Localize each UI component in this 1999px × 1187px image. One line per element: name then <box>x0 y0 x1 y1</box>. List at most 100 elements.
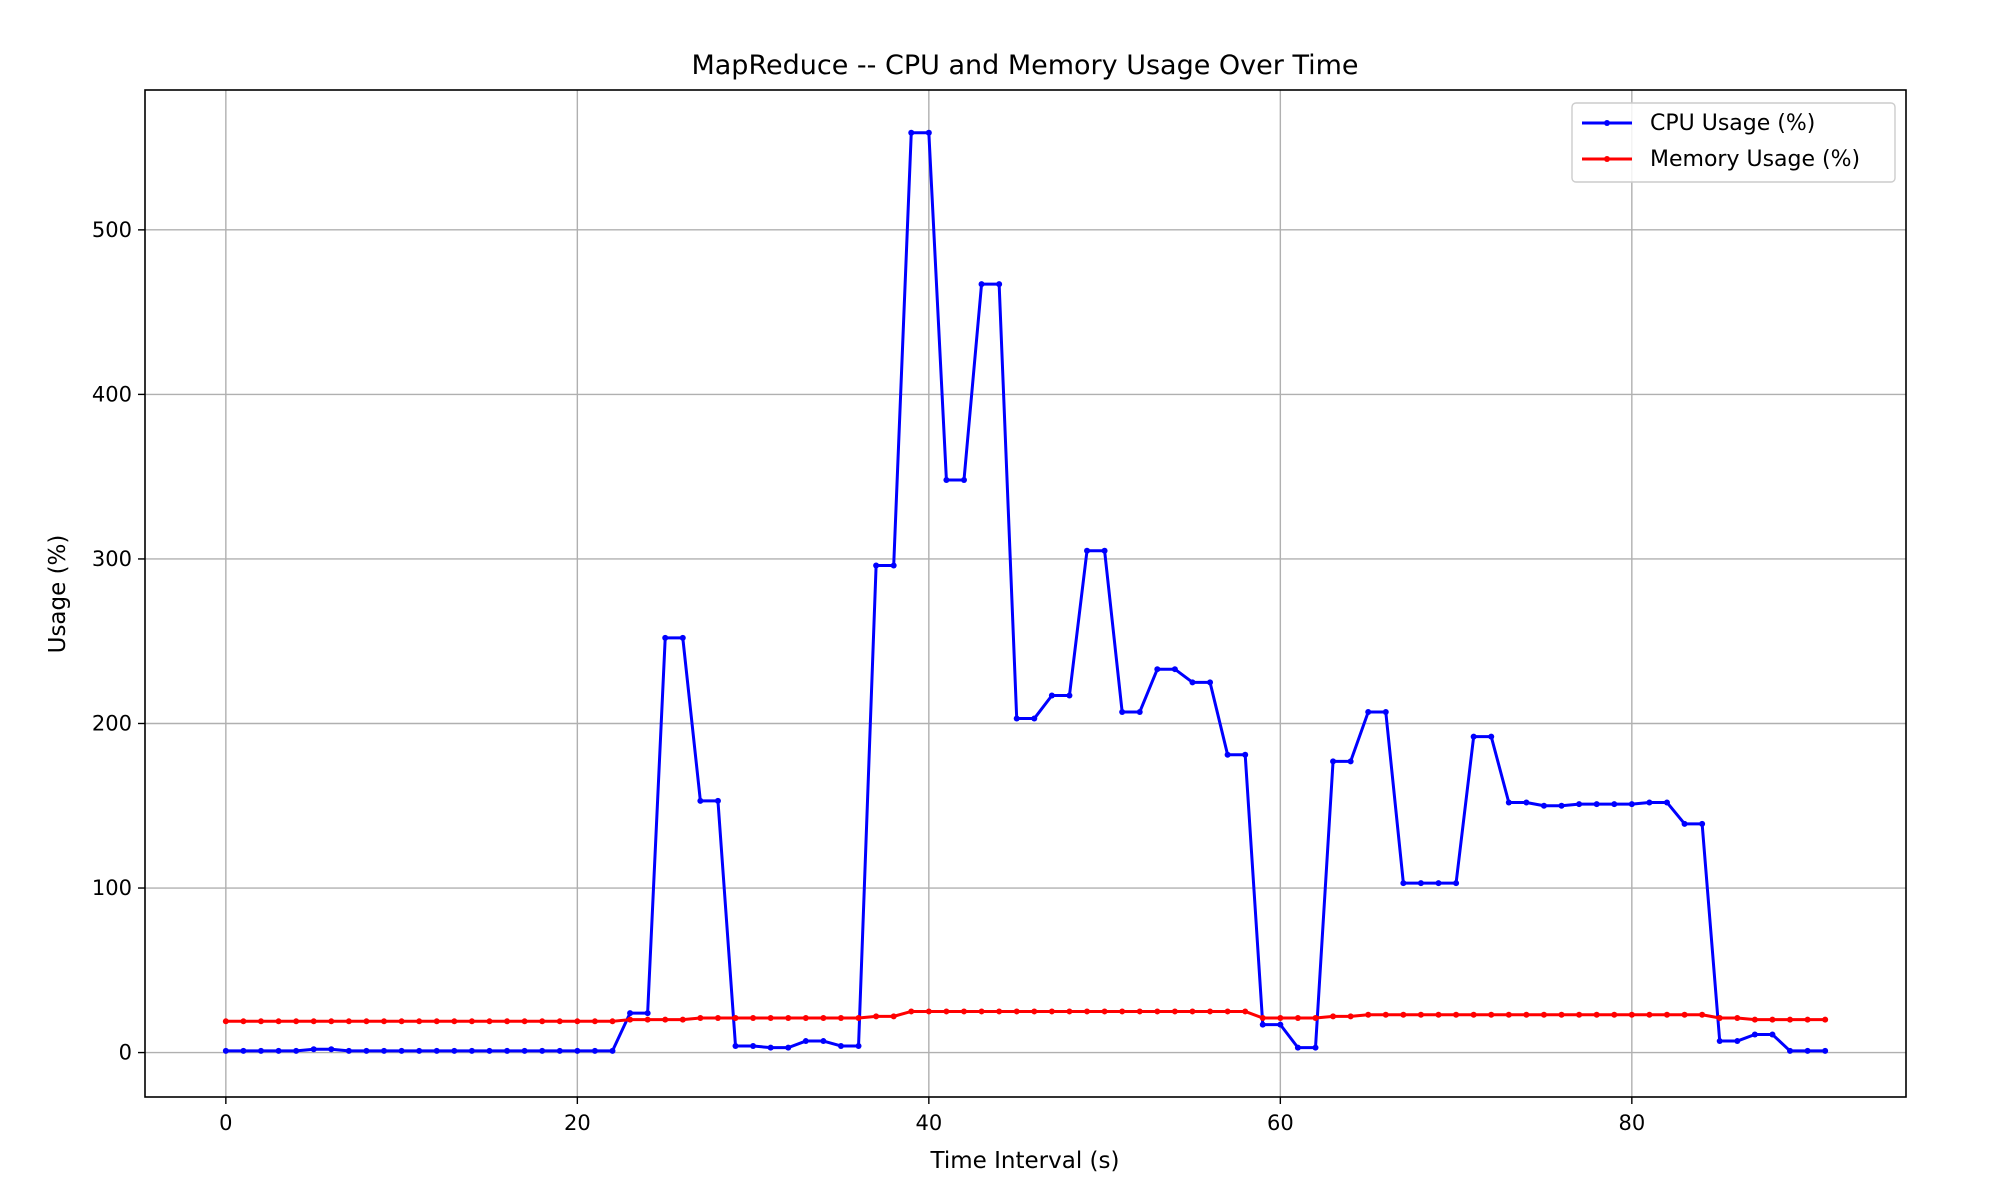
memory-data-point <box>644 1016 651 1023</box>
memory-data-point <box>345 1018 352 1025</box>
cpu-data-point <box>1189 679 1196 686</box>
y-tick-label: 500 <box>92 218 132 242</box>
cpu-data-point <box>750 1042 757 1049</box>
memory-data-point <box>1119 1008 1126 1015</box>
cpu-data-point <box>521 1047 528 1054</box>
memory-data-point <box>1646 1011 1653 1018</box>
memory-data-point <box>381 1018 388 1025</box>
cpu-data-point <box>785 1044 792 1051</box>
cpu-data-point <box>1628 801 1635 808</box>
memory-data-point <box>1787 1016 1794 1023</box>
memory-data-point <box>750 1015 757 1022</box>
cpu-data-point <box>275 1047 282 1054</box>
cpu-data-point <box>662 634 669 641</box>
cpu-data-point <box>1822 1047 1829 1054</box>
memory-data-point <box>328 1018 335 1025</box>
cpu-data-point <box>1435 880 1442 887</box>
cpu-data-point <box>222 1047 229 1054</box>
cpu-data-point <box>1663 799 1670 806</box>
cpu-data-point <box>1013 715 1020 722</box>
memory-data-point <box>943 1008 950 1015</box>
memory-data-point <box>1013 1008 1020 1015</box>
memory-data-point <box>1699 1011 1706 1018</box>
y-tick-label: 0 <box>119 1041 132 1065</box>
memory-data-point <box>1312 1015 1319 1022</box>
cpu-data-point <box>1119 708 1126 715</box>
series-layer <box>222 129 1829 1054</box>
cpu-data-point <box>398 1047 405 1054</box>
cpu-data-point <box>556 1047 563 1054</box>
y-tick-label: 400 <box>92 382 132 406</box>
cpu-data-point <box>1453 880 1460 887</box>
legend-label-memory: Memory Usage (%) <box>1650 147 1860 172</box>
legend-box <box>1571 102 1896 183</box>
cpu-data-point <box>1382 708 1389 715</box>
memory-data-point <box>1804 1016 1811 1023</box>
memory-data-point <box>1470 1011 1477 1018</box>
plot-frame <box>144 89 1907 1098</box>
memory-data-point <box>486 1018 493 1025</box>
memory-data-point <box>451 1018 458 1025</box>
cpu-data-point <box>381 1047 388 1054</box>
memory-data-point <box>1084 1008 1091 1015</box>
memory-data-point <box>1101 1008 1108 1015</box>
memory-data-point <box>1066 1008 1073 1015</box>
memory-data-point <box>521 1018 528 1025</box>
cpu-data-point <box>1277 1021 1284 1028</box>
memory-data-point <box>1488 1011 1495 1018</box>
cpu-data-point <box>837 1042 844 1049</box>
cpu-data-point <box>1084 547 1091 554</box>
memory-data-point <box>1734 1015 1741 1022</box>
memory-data-point <box>1593 1011 1600 1018</box>
cpu-data-point <box>1540 802 1547 809</box>
cpu-data-point <box>257 1047 264 1054</box>
cpu-data-point <box>416 1047 423 1054</box>
cpu-data-point <box>1646 799 1653 806</box>
cpu-data-point <box>1330 758 1337 765</box>
cpu-data-point <box>943 476 950 483</box>
cpu-data-point <box>697 797 704 804</box>
cpu-data-point <box>908 129 915 136</box>
cpu-data-point <box>1470 733 1477 740</box>
memory-data-point <box>539 1018 546 1025</box>
cpu-data-point <box>293 1047 300 1054</box>
cpu-data-point <box>574 1047 581 1054</box>
cpu-data-point <box>627 1010 634 1017</box>
cpu-data-point <box>1066 692 1073 699</box>
cpu-data-point <box>486 1047 493 1054</box>
memory-data-point <box>609 1018 616 1025</box>
memory-data-point <box>1628 1011 1635 1018</box>
memory-data-point <box>802 1015 809 1022</box>
cpu-data-point <box>1611 801 1618 808</box>
cpu-data-point <box>1734 1038 1741 1045</box>
memory-data-point <box>1417 1011 1424 1018</box>
cpu-data-point <box>1154 666 1161 673</box>
memory-data-point <box>767 1015 774 1022</box>
memory-data-point <box>925 1008 932 1015</box>
cpu-data-point <box>539 1047 546 1054</box>
legend: CPU Usage (%) Memory Usage (%) <box>1571 102 1896 183</box>
memory-data-point <box>1154 1008 1161 1015</box>
cpu-data-point <box>1031 715 1038 722</box>
y-tick-label: 200 <box>92 711 132 735</box>
memory-data-point <box>1347 1013 1354 1020</box>
cpu-data-point <box>1048 692 1055 699</box>
cpu-data-point <box>1259 1021 1266 1028</box>
cpu-data-point <box>820 1038 827 1045</box>
cpu-data-point <box>1505 799 1512 806</box>
memory-data-point <box>1242 1008 1249 1015</box>
cpu-data-point <box>1400 880 1407 887</box>
memory-data-point <box>996 1008 1003 1015</box>
memory-data-point <box>1224 1008 1231 1015</box>
memory-data-point <box>1505 1011 1512 1018</box>
memory-data-point <box>1031 1008 1038 1015</box>
legend-label-cpu: CPU Usage (%) <box>1650 111 1815 136</box>
memory-data-point <box>1611 1011 1618 1018</box>
cpu-data-point <box>1716 1038 1723 1045</box>
memory-data-point <box>679 1016 686 1023</box>
memory-data-point <box>697 1015 704 1022</box>
cpu-data-point <box>328 1046 335 1053</box>
memory-data-point <box>1259 1015 1266 1022</box>
